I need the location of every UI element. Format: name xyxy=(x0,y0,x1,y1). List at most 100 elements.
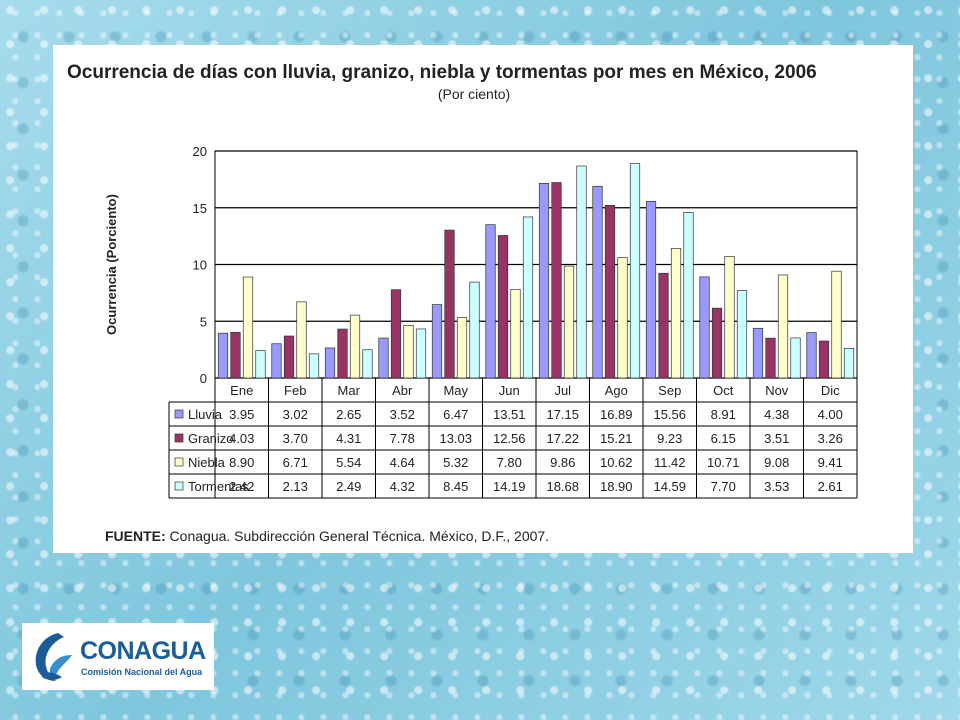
source-label: FUENTE: xyxy=(105,528,166,544)
data-label: 4.31 xyxy=(336,431,361,446)
data-label: 14.59 xyxy=(653,479,686,494)
bar-granizo xyxy=(765,337,776,379)
bar-tormentas xyxy=(308,353,320,379)
x-tick-label: Nov xyxy=(765,383,789,398)
bar-niebla xyxy=(349,314,361,379)
data-label: 15.56 xyxy=(653,407,686,422)
bar-lluvia xyxy=(592,185,603,379)
bar-tormentas xyxy=(255,350,266,379)
y-tick-label: 15 xyxy=(193,201,207,216)
x-tick-label: Sep xyxy=(658,383,681,398)
data-label: 17.22 xyxy=(546,431,579,446)
data-label: 4.38 xyxy=(764,407,789,422)
logo-wordmark: CONAGUA xyxy=(80,637,206,665)
y-tick-label: 20 xyxy=(193,144,207,159)
data-label: 2.13 xyxy=(283,479,308,494)
data-label: 13.03 xyxy=(439,431,472,446)
bar-granizo xyxy=(390,289,402,379)
data-label: 17.15 xyxy=(546,407,579,422)
bar-tormentas xyxy=(629,163,641,379)
data-label: 3.53 xyxy=(764,479,789,494)
data-label: 10.71 xyxy=(707,455,740,470)
data-label: 4.00 xyxy=(818,407,843,422)
data-label: 6.47 xyxy=(443,407,468,422)
legend-key-lluvia xyxy=(174,409,184,419)
logo-subtitle: Comisión Nacional del Agua xyxy=(81,667,203,677)
bar-niebla xyxy=(510,289,521,379)
bar-niebla xyxy=(831,270,842,379)
bar-niebla xyxy=(296,301,307,379)
bar-granizo xyxy=(658,272,669,379)
bar-tormentas xyxy=(415,328,427,379)
y-axis-label: Ocurrencia (Porciento) xyxy=(104,194,119,335)
bar-granizo xyxy=(604,205,616,379)
legend-label: Tormentas xyxy=(188,479,249,494)
chart-svg: 0 5 10 15 20 Ocurrencia (Porciento) Ene Feb Mar A… xyxy=(104,144,858,499)
bar-granizo xyxy=(283,335,295,379)
bar-niebla xyxy=(563,265,575,379)
x-tick-label: May xyxy=(443,383,468,398)
bar-granizo xyxy=(444,229,455,379)
data-label: 3.02 xyxy=(283,407,308,422)
bar-granizo xyxy=(337,328,348,379)
bar-lluvia xyxy=(378,337,389,379)
bar-granizo xyxy=(711,307,723,379)
x-tick-label: Oct xyxy=(713,383,734,398)
data-label: 18.90 xyxy=(600,479,633,494)
bar-niebla xyxy=(617,257,628,379)
y-tick-label: 5 xyxy=(200,314,207,329)
data-label: 3.26 xyxy=(818,431,843,446)
bar-lluvia xyxy=(806,332,817,379)
data-label: 3.51 xyxy=(764,431,789,446)
data-label: 14.19 xyxy=(493,479,526,494)
bar-tormentas xyxy=(469,281,480,379)
source-note: FUENTE: Conagua. Subdirección General Té… xyxy=(105,528,549,544)
data-label: 2.42 xyxy=(229,479,254,494)
data-label: 15.21 xyxy=(600,431,633,446)
chart-panel: Ocurrencia de días con lluvia, granizo, … xyxy=(53,45,913,553)
legend-label: Granizo xyxy=(188,431,234,446)
data-label: 5.54 xyxy=(336,455,361,470)
x-tick-label: Mar xyxy=(338,383,361,398)
bar-lluvia xyxy=(752,327,764,379)
bar-niebla xyxy=(242,276,254,379)
legend-label: Niebla xyxy=(188,455,226,470)
data-label: 5.32 xyxy=(443,455,468,470)
bar-lluvia xyxy=(324,347,336,379)
bar-niebla xyxy=(724,256,735,379)
data-label: 3.52 xyxy=(390,407,415,422)
data-label: 6.15 xyxy=(711,431,736,446)
legend-key-granizo xyxy=(174,433,184,443)
legend-key-tormentas xyxy=(174,481,184,491)
x-tick-label: Ene xyxy=(230,383,253,398)
bar-niebla xyxy=(670,248,682,379)
data-label: 4.64 xyxy=(390,455,415,470)
data-label: 12.56 xyxy=(493,431,526,446)
data-label: 6.71 xyxy=(283,455,308,470)
chart-title: Ocurrencia de días con lluvia, granizo, … xyxy=(67,62,817,83)
legend-key-niebla xyxy=(174,457,184,467)
data-label: 7.70 xyxy=(711,479,736,494)
data-label: 8.45 xyxy=(443,479,468,494)
x-tick-label: Abr xyxy=(392,383,413,398)
data-label: 9.23 xyxy=(657,431,682,446)
data-label: 9.41 xyxy=(818,455,843,470)
bar-tormentas xyxy=(843,348,855,379)
data-label: 8.91 xyxy=(711,407,736,422)
data-label: 3.70 xyxy=(283,431,308,446)
y-tick-label: 10 xyxy=(193,258,207,273)
bar-granizo xyxy=(818,340,830,379)
bar-lluvia xyxy=(431,304,443,379)
bar-granizo xyxy=(551,182,562,379)
data-label: 2.49 xyxy=(336,479,361,494)
conagua-logo-mark-icon xyxy=(35,633,72,681)
bar-lluvia xyxy=(645,201,657,379)
data-label: 16.89 xyxy=(600,407,633,422)
data-label: 7.78 xyxy=(390,431,415,446)
x-tick-label: Ago xyxy=(605,383,628,398)
data-label: 13.51 xyxy=(493,407,526,422)
chart-subtitle: (Por ciento) xyxy=(437,86,511,102)
bar-tormentas xyxy=(790,337,801,379)
bar-tormentas xyxy=(522,216,534,379)
bar-tormentas xyxy=(576,165,587,379)
